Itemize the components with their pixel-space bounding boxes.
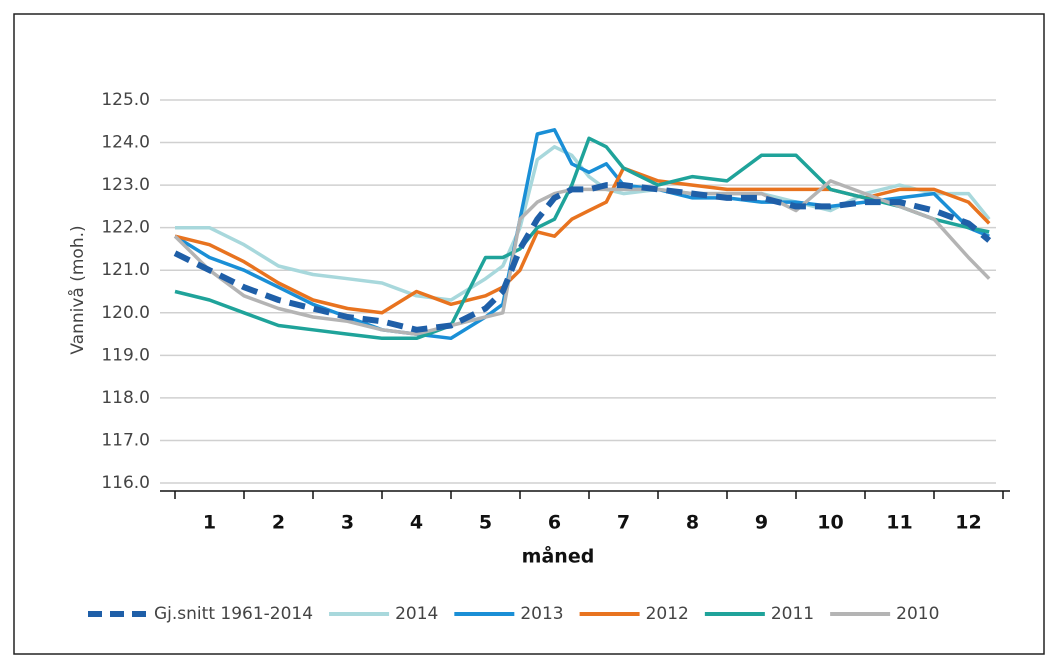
x-tick-label: 9 — [755, 512, 768, 534]
y-tick-label: 121.0 — [101, 260, 150, 280]
y-tick-label: 122.0 — [101, 218, 150, 238]
legend-label: Gj.snitt 1961-2014 — [154, 604, 313, 624]
y-tick-label: 117.0 — [101, 430, 150, 450]
legend-label: 2014 — [395, 604, 438, 624]
y-tick-label: 123.0 — [101, 175, 150, 195]
y-axis-label: Vannivå (moh.) — [67, 225, 88, 354]
legend-label: 2013 — [520, 604, 563, 624]
y-tick-label: 120.0 — [101, 303, 150, 323]
frame — [13, 13, 1045, 655]
legend-label: 2010 — [896, 604, 939, 624]
x-tick-label: 8 — [686, 512, 699, 534]
series-line — [173, 182, 992, 333]
y-tick-label: 116.0 — [101, 473, 150, 493]
y-tick-label: 118.0 — [101, 388, 150, 408]
x-axis-label: måned — [522, 544, 595, 568]
x-tick-label: 11 — [886, 512, 912, 534]
x-tick-label: 6 — [548, 512, 561, 534]
x-tick-label: 3 — [341, 512, 354, 534]
y-tick-label: 124.0 — [101, 133, 150, 153]
x-tick-label: 12 — [955, 512, 981, 534]
series-line — [174, 136, 990, 341]
x-tick-label: 10 — [817, 512, 843, 534]
x-tick-label: 2 — [272, 512, 285, 534]
x-tick-label: 7 — [617, 512, 630, 534]
y-tick-label: 125.0 — [101, 90, 150, 110]
x-tick-label: 5 — [479, 512, 492, 534]
y-tick-label: 119.0 — [101, 345, 150, 365]
x-tick-label: 4 — [410, 512, 423, 534]
legend-label: 2011 — [771, 604, 814, 624]
legend-label: 2012 — [646, 604, 689, 624]
x-tick-label: 1 — [203, 512, 216, 534]
